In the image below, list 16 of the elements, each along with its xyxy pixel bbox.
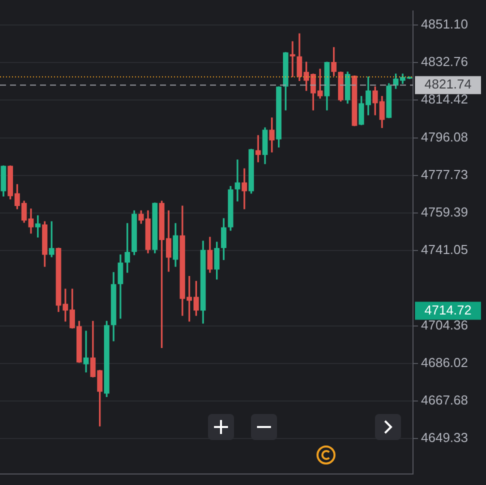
y-tick-label: 4667.68 — [421, 392, 468, 408]
y-tick-label: 4777.73 — [421, 166, 468, 182]
y-tick-label: 4649.33 — [421, 430, 468, 446]
y-tick-label: 4796.08 — [421, 129, 468, 144]
candlestick — [234, 160, 240, 202]
y-tick-label: 4686.02 — [421, 355, 468, 370]
text: 4714.72 — [424, 302, 472, 318]
y-tick-label: 4814.42 — [421, 92, 468, 107]
candlestick — [290, 41, 296, 78]
y-tick-label: 4704.36 — [421, 317, 468, 332]
ref-line-label: 4821.74 — [424, 76, 472, 92]
y-tick-label: 4759.39 — [421, 204, 468, 220]
y-tick-label: 4741.05 — [421, 242, 468, 258]
candlestick — [83, 330, 89, 372]
y-tick-label: 4851.10 — [421, 16, 468, 32]
y-tick-label: 4832.76 — [421, 54, 468, 70]
